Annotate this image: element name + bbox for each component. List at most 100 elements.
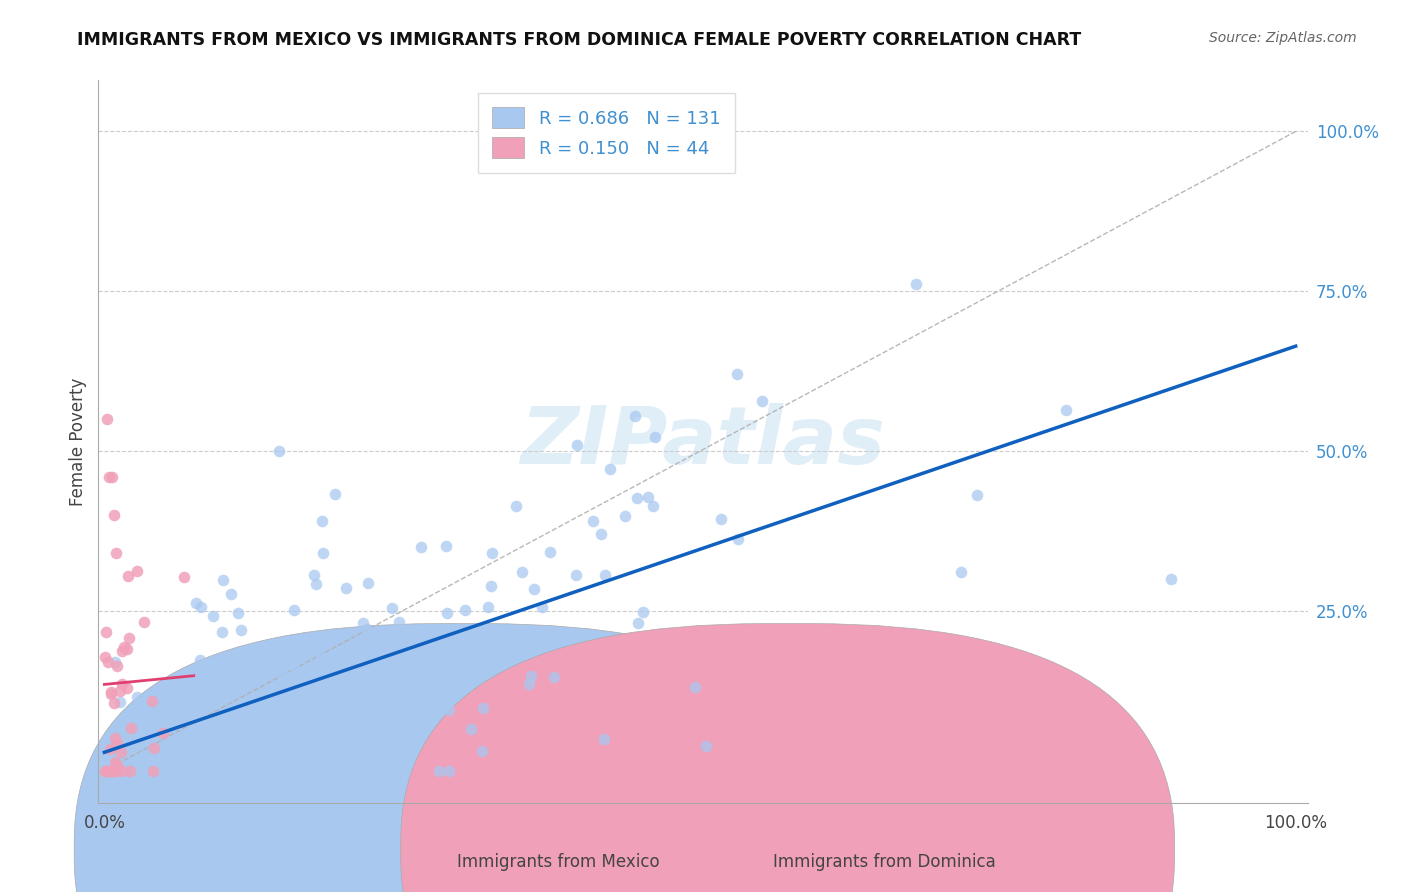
Point bbox=[221, 703, 243, 717]
Point bbox=[599, 462, 621, 476]
Point bbox=[104, 731, 127, 745]
Point bbox=[104, 764, 127, 778]
Point bbox=[226, 606, 249, 620]
Point bbox=[543, 670, 565, 684]
Point bbox=[101, 764, 124, 778]
Point bbox=[122, 764, 145, 778]
Point bbox=[481, 546, 503, 560]
Point bbox=[727, 532, 749, 546]
Point bbox=[221, 587, 243, 601]
Point bbox=[221, 751, 243, 765]
Point bbox=[325, 664, 347, 678]
Point bbox=[103, 696, 125, 710]
Point bbox=[142, 764, 165, 778]
Point bbox=[228, 764, 250, 778]
Point bbox=[104, 764, 127, 778]
Point bbox=[110, 764, 132, 778]
Point bbox=[231, 697, 253, 711]
Point bbox=[357, 720, 380, 734]
Point bbox=[184, 764, 207, 778]
Point bbox=[434, 539, 457, 553]
Point bbox=[165, 764, 187, 778]
Point bbox=[105, 546, 128, 560]
Point bbox=[302, 567, 325, 582]
Point bbox=[104, 764, 127, 778]
Point bbox=[378, 764, 401, 778]
FancyBboxPatch shape bbox=[75, 624, 848, 892]
Point bbox=[292, 706, 315, 720]
Point bbox=[211, 624, 233, 639]
Point bbox=[523, 582, 546, 596]
Point bbox=[96, 764, 118, 778]
Point bbox=[349, 723, 371, 738]
Point bbox=[101, 764, 124, 778]
Text: Immigrants from Mexico: Immigrants from Mexico bbox=[457, 854, 659, 871]
Point bbox=[626, 491, 648, 505]
Point bbox=[725, 367, 748, 381]
Point bbox=[120, 721, 142, 735]
Point bbox=[108, 695, 131, 709]
Point bbox=[104, 656, 127, 670]
Point bbox=[626, 616, 648, 631]
Point bbox=[950, 565, 973, 579]
Point bbox=[292, 690, 315, 704]
Point bbox=[439, 703, 461, 717]
Point bbox=[437, 764, 460, 778]
Point bbox=[479, 579, 502, 593]
Point bbox=[904, 277, 927, 292]
Point bbox=[142, 764, 165, 778]
Point bbox=[381, 601, 404, 615]
Point bbox=[184, 597, 207, 611]
Point bbox=[115, 681, 138, 696]
Point bbox=[311, 514, 333, 528]
Point bbox=[460, 722, 482, 736]
Point bbox=[643, 499, 665, 513]
Point bbox=[354, 764, 377, 778]
Point bbox=[357, 744, 380, 758]
Point bbox=[105, 737, 128, 751]
Point bbox=[149, 764, 172, 778]
Point bbox=[249, 764, 271, 778]
Point bbox=[103, 508, 125, 522]
Point bbox=[391, 762, 413, 776]
Point bbox=[94, 649, 117, 664]
Point bbox=[356, 622, 378, 636]
Point bbox=[190, 764, 212, 778]
Point bbox=[104, 764, 127, 778]
Y-axis label: Female Poverty: Female Poverty bbox=[69, 377, 87, 506]
Point bbox=[637, 490, 659, 504]
Point bbox=[118, 764, 141, 778]
Point bbox=[751, 394, 773, 409]
Point bbox=[323, 486, 346, 500]
Point bbox=[184, 680, 207, 694]
Point bbox=[96, 412, 118, 426]
Point bbox=[330, 711, 353, 725]
Legend: R = 0.686   N = 131, R = 0.150   N = 44: R = 0.686 N = 131, R = 0.150 N = 44 bbox=[478, 93, 735, 172]
Point bbox=[273, 669, 295, 683]
Point bbox=[252, 764, 274, 778]
Point bbox=[115, 641, 138, 656]
Point bbox=[631, 605, 654, 619]
Point bbox=[204, 764, 226, 778]
Point bbox=[100, 687, 122, 701]
Point bbox=[285, 664, 308, 678]
Point bbox=[190, 764, 212, 778]
Point bbox=[249, 764, 271, 778]
Point bbox=[212, 672, 235, 686]
Point bbox=[127, 764, 149, 778]
Point bbox=[96, 625, 118, 640]
Point bbox=[100, 685, 122, 699]
Point bbox=[595, 567, 617, 582]
Point bbox=[510, 565, 533, 579]
FancyBboxPatch shape bbox=[401, 624, 1174, 892]
Point bbox=[335, 582, 357, 596]
Point bbox=[269, 444, 291, 458]
Point bbox=[427, 764, 450, 778]
Point bbox=[202, 609, 225, 624]
Point bbox=[366, 764, 388, 778]
Point bbox=[471, 700, 494, 714]
Point bbox=[710, 512, 733, 526]
Point bbox=[152, 725, 174, 739]
Point bbox=[111, 764, 134, 778]
Point bbox=[233, 764, 256, 778]
